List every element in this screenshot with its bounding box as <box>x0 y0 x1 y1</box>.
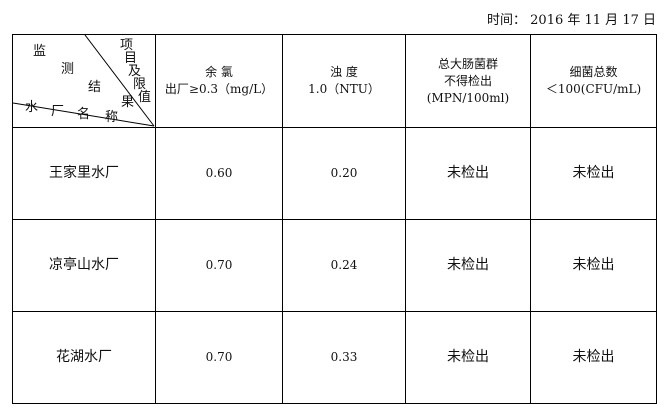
coliform-value: 未检出 <box>405 311 531 404</box>
header-line: 细菌总数 <box>569 65 618 79</box>
turbidity-value: 0.20 <box>282 127 406 220</box>
column-header-chlorine: 余 氯出厂≥0.3（mg/L） <box>155 34 283 128</box>
corner-char: 及 <box>128 64 142 79</box>
table-row: 花湖水厂 0.70 0.33 未检出 未检出 <box>12 311 657 404</box>
bacteria-value: 未检出 <box>530 219 657 312</box>
corner-char: 果 <box>121 95 135 110</box>
corner-char: 结 <box>88 80 102 95</box>
water-quality-table: 监 测 结 果 项 目 及 限 值 水 厂 名 称 余 氯出厂≥0.3（mg/L… <box>12 34 657 404</box>
bacteria-value: 未检出 <box>530 311 657 404</box>
corner-char: 值 <box>138 90 152 105</box>
diagonal-header-cell: 监 测 结 果 项 目 及 限 值 水 厂 名 称 <box>12 34 156 128</box>
chlorine-value: 0.70 <box>155 311 283 404</box>
header-line: 浊 度 <box>330 65 358 79</box>
header-line: 总大肠菌群 <box>437 56 498 71</box>
turbidity-value: 0.24 <box>282 219 406 312</box>
turbidity-value: 0.33 <box>282 311 406 404</box>
table-row: 凉亭山水厂 0.70 0.24 未检出 未检出 <box>12 219 657 312</box>
column-header-coliform: 总大肠菌群不得检出 (MPN/100ml) <box>405 34 531 128</box>
corner-char: 名 <box>77 107 91 122</box>
table-row: 王家里水厂 0.60 0.20 未检出 未检出 <box>12 127 657 220</box>
corner-char: 监 <box>33 44 47 59</box>
corner-char: 厂 <box>51 104 65 119</box>
header-line: ＜100(CFU/mL) <box>545 82 642 96</box>
corner-char: 水 <box>25 100 39 115</box>
corner-char: 测 <box>61 62 75 77</box>
coliform-value: 未检出 <box>405 127 531 220</box>
corner-char: 限 <box>133 77 147 92</box>
header-line: 余 氯 <box>205 65 233 79</box>
header-row: 监 测 结 果 项 目 及 限 值 水 厂 名 称 余 氯出厂≥0.3（mg/L… <box>12 34 657 128</box>
coliform-value: 未检出 <box>405 219 531 312</box>
header-line: 出厂≥0.3（mg/L） <box>164 82 274 96</box>
corner-char: 称 <box>105 110 119 125</box>
report-date: 时间： 2016 年 11 月 17 日 <box>487 13 656 28</box>
column-header-turbidity: 浊 度 1.0（NTU） <box>282 34 406 128</box>
header-line: 1.0（NTU） <box>308 82 380 96</box>
header-line: 不得检出 <box>443 73 492 88</box>
plant-name: 凉亭山水厂 <box>12 219 156 312</box>
plant-name: 花湖水厂 <box>12 311 156 404</box>
plant-name: 王家里水厂 <box>12 127 156 220</box>
bacteria-value: 未检出 <box>530 127 657 220</box>
corner-char: 项 <box>120 38 134 53</box>
chlorine-value: 0.60 <box>155 127 283 220</box>
chlorine-value: 0.70 <box>155 219 283 312</box>
column-header-bacteria: 细菌总数 ＜100(CFU/mL) <box>530 34 657 128</box>
header-line: (MPN/100ml) <box>426 90 510 105</box>
diagonal-lines <box>13 35 155 127</box>
corner-char: 目 <box>124 51 138 66</box>
